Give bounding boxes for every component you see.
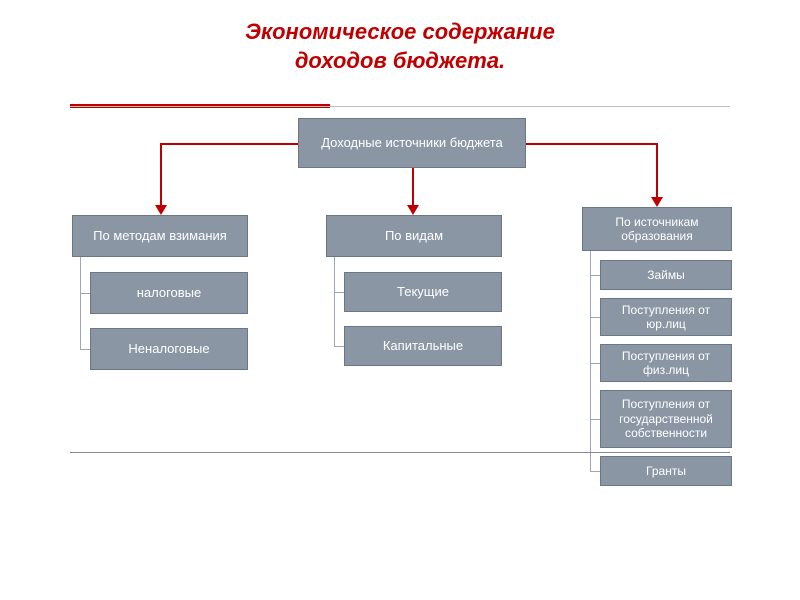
title-line-2: доходов бюджета. [295,48,505,73]
arrow-head [407,205,419,215]
connector [80,257,81,349]
connector [590,419,600,420]
col3-item-0: Займы [600,260,732,290]
connector [590,275,600,276]
baseline [70,452,730,453]
arrow-segment [160,143,162,205]
connector [80,293,90,294]
connector [334,292,344,293]
arrow-head [155,205,167,215]
col1-head: По методам взимания [72,215,248,257]
col3-item-2: Поступления от физ.лиц [600,344,732,382]
diagram-title: Экономическое содержание доходов бюджета… [0,0,800,75]
connector [590,251,591,471]
col2-item-0: Текущие [344,272,502,312]
col3-head: По источникам образования [582,207,732,251]
arrow-head [651,197,663,207]
connector [590,317,600,318]
arrow-segment [656,143,658,197]
arrow-segment [160,143,298,145]
col2-item-1: Капитальные [344,326,502,366]
col2-head: По видам [326,215,502,257]
col1-item-0: налоговые [90,272,248,314]
connector [590,471,600,472]
col1-item-1: Неналоговые [90,328,248,370]
arrow-segment [526,143,658,145]
connector [334,346,344,347]
col3-item-1: Поступления от юр.лиц [600,298,732,336]
root-node: Доходные источники бюджета [298,118,526,168]
title-underline [70,104,730,107]
col3-item-3: Поступления от государственной собственн… [600,390,732,448]
col3-item-4: Гранты [600,456,732,486]
connector [80,349,90,350]
connector [334,257,335,346]
connector [590,363,600,364]
title-line-1: Экономическое содержание [245,19,555,44]
arrow-segment [412,168,414,205]
